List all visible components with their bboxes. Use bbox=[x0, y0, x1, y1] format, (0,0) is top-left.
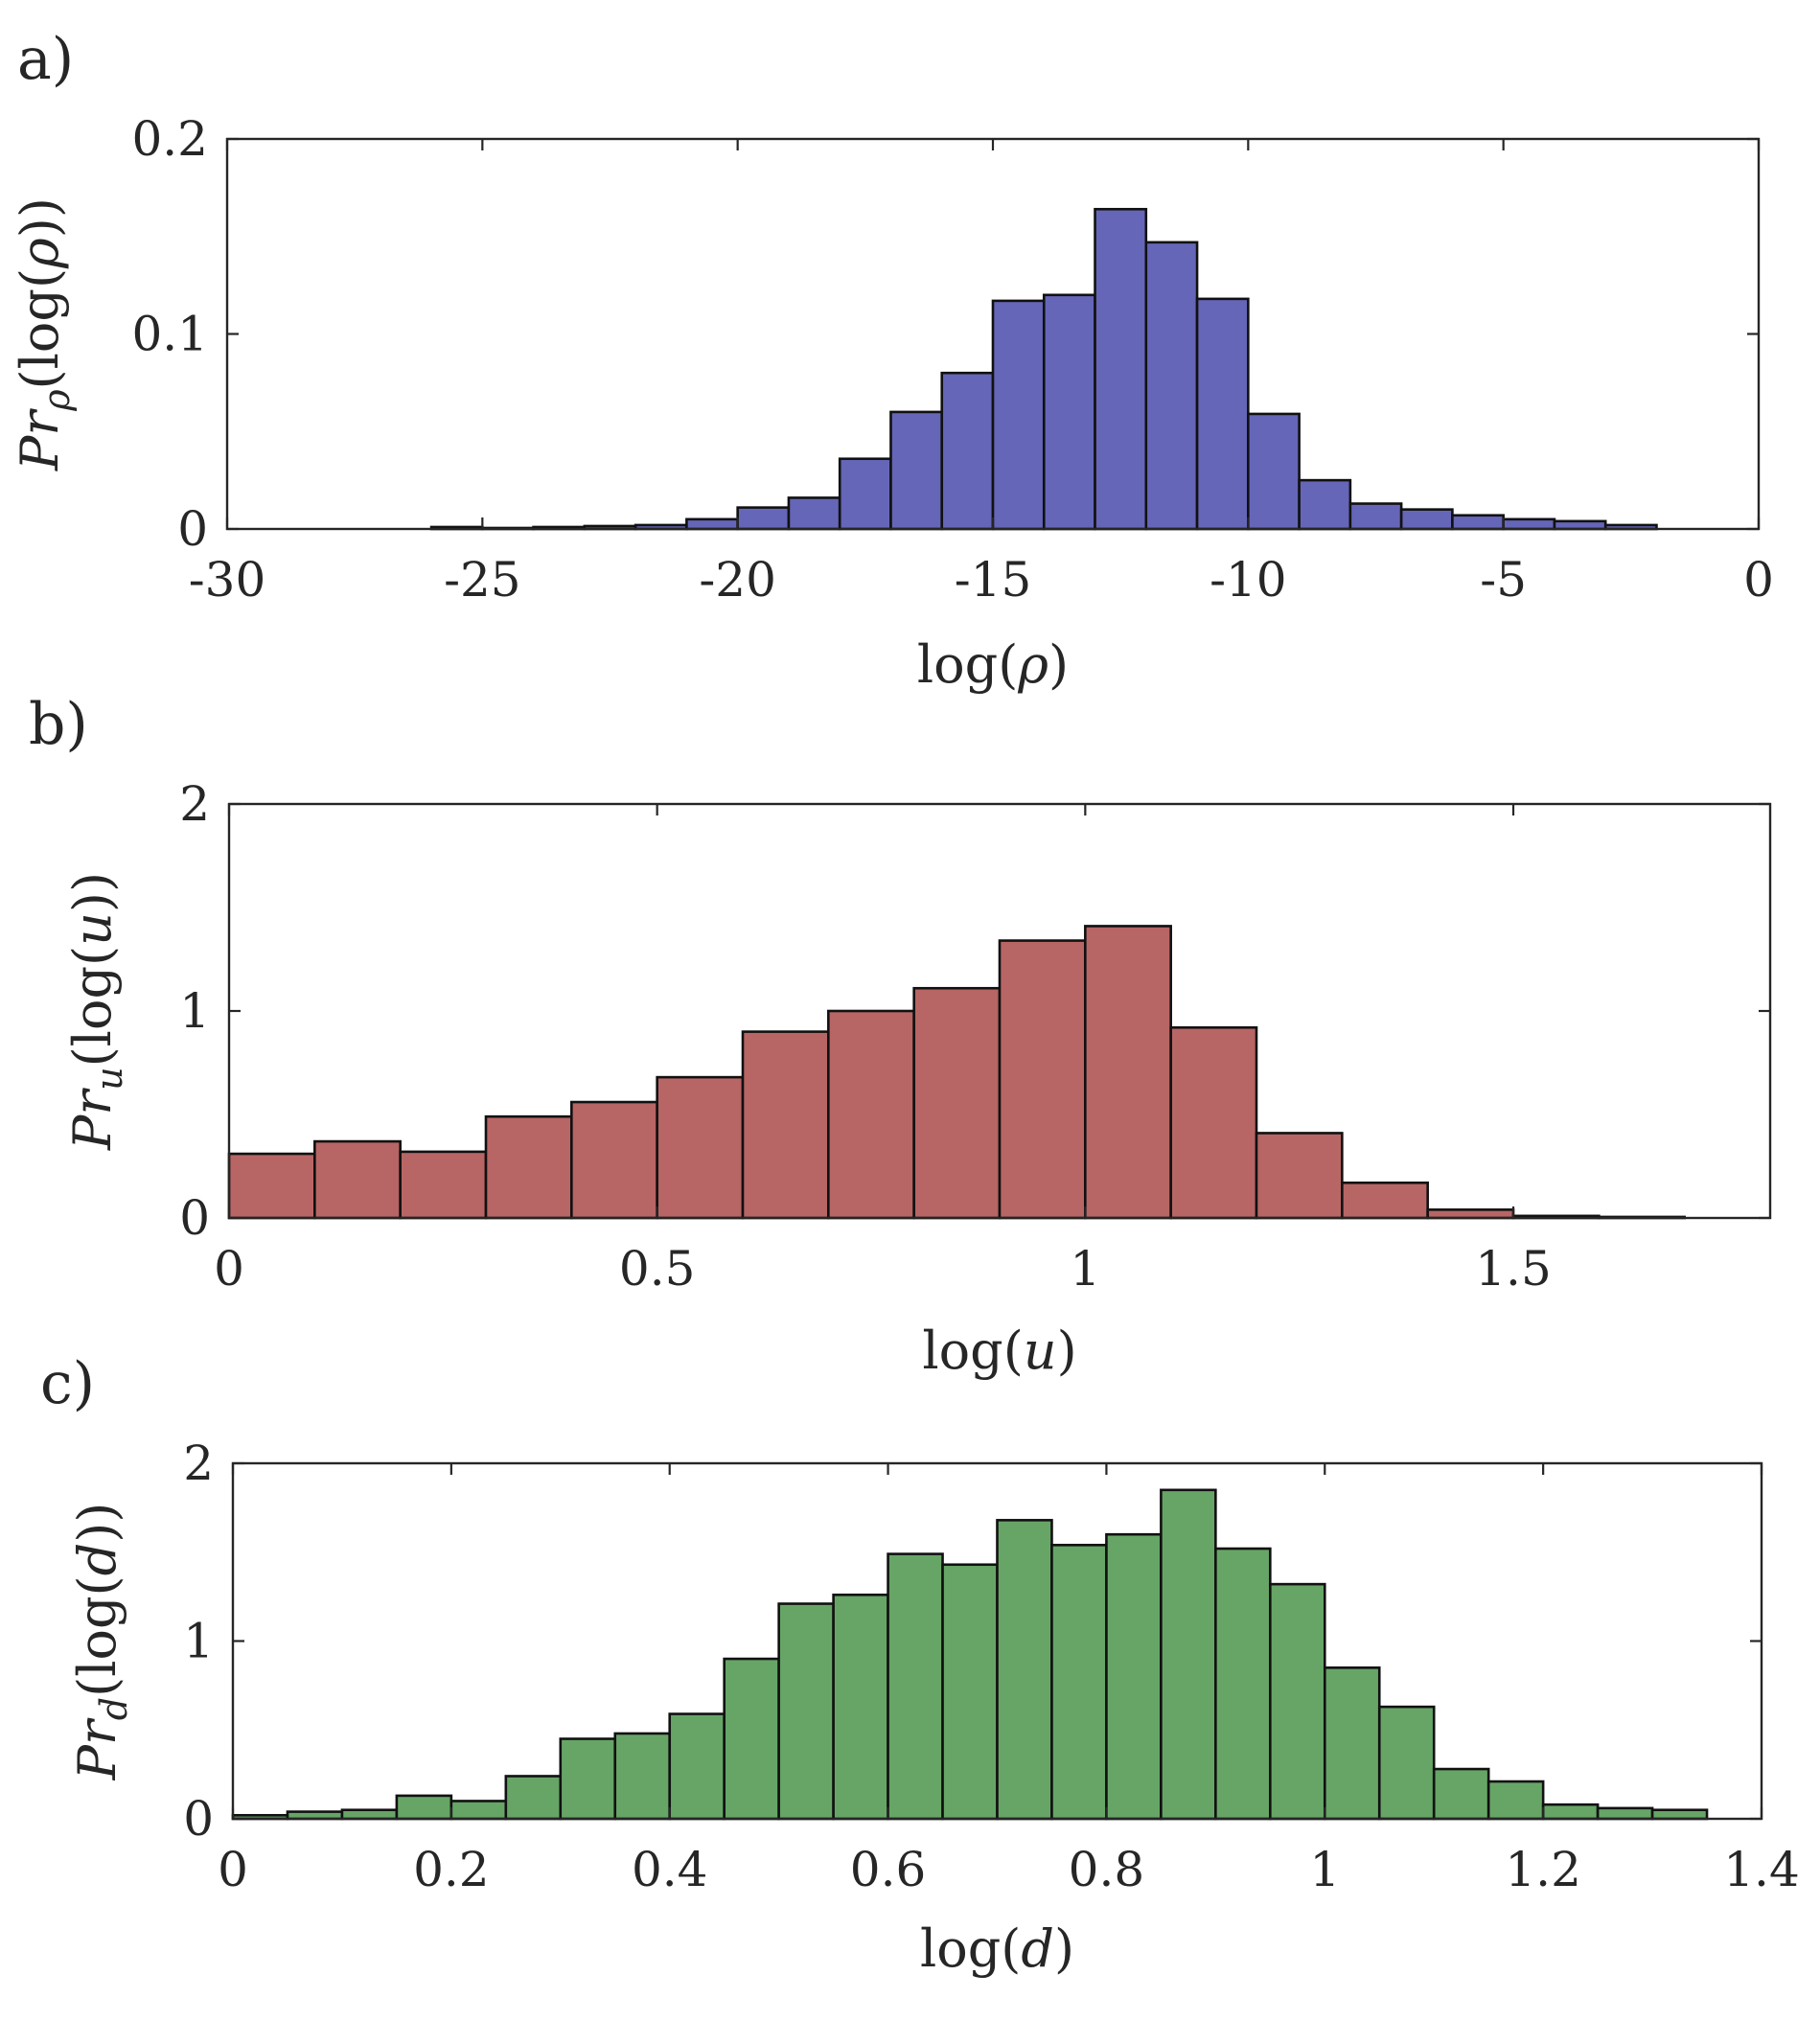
histogram-bar bbox=[1341, 1181, 1429, 1220]
x-tick-label: 0.2 bbox=[413, 1842, 490, 1897]
histogram-bar bbox=[940, 371, 995, 531]
histogram-bar bbox=[1348, 502, 1403, 531]
histogram-bar bbox=[484, 1114, 573, 1220]
histogram-bar bbox=[1399, 508, 1454, 531]
histogram-bar bbox=[777, 1602, 835, 1821]
x-tick-label: 1.2 bbox=[1505, 1842, 1581, 1897]
histogram-bar bbox=[1214, 1547, 1272, 1821]
x-tick-label: 1 bbox=[1070, 1241, 1100, 1297]
histogram-bar bbox=[889, 410, 944, 531]
x-tick-label: 0.5 bbox=[619, 1241, 696, 1297]
y-tick-label: 0.1 bbox=[131, 307, 208, 362]
x-tick-label: 0 bbox=[218, 1842, 248, 1897]
histogram-bar bbox=[1650, 1808, 1709, 1821]
histogram-bar bbox=[340, 1808, 399, 1821]
x-tick-label: -15 bbox=[955, 552, 1032, 608]
x-axis-label: log(ρ) bbox=[917, 634, 1069, 695]
panel-label: c) bbox=[40, 1350, 95, 1417]
y-tick-label: 0 bbox=[177, 501, 208, 557]
histogram-bar bbox=[887, 1552, 944, 1821]
x-tick-label: 0 bbox=[214, 1241, 244, 1297]
histogram-bar bbox=[827, 1009, 915, 1220]
y-tick-label: 0.2 bbox=[131, 111, 208, 167]
histogram-bar bbox=[1050, 1544, 1108, 1821]
x-tick-label: 0 bbox=[1743, 552, 1774, 608]
histogram-bar bbox=[1596, 1806, 1654, 1821]
histogram-bar bbox=[227, 1152, 316, 1220]
panel-c: 0 0.2 0.4 0.6 0.8 1 1.2 1.4 0 1 2 log(d) Prd(log(d))… bbox=[40, 1350, 1800, 1979]
y-tick-label: 2 bbox=[183, 1435, 214, 1491]
histogram-bar bbox=[991, 299, 1046, 531]
histogram-bar bbox=[1160, 1488, 1217, 1821]
histogram-bar bbox=[1105, 1532, 1163, 1821]
histogram-bar bbox=[1269, 1582, 1326, 1821]
x-tick-label: 0.8 bbox=[1069, 1842, 1145, 1897]
y-tick-label: 0 bbox=[179, 1190, 210, 1246]
histogram-bar bbox=[613, 1732, 672, 1821]
x-tick-label: 1 bbox=[1309, 1842, 1340, 1897]
histogram-bar bbox=[1144, 241, 1199, 531]
histogram-bar bbox=[1486, 1780, 1545, 1821]
histogram-bar bbox=[559, 1737, 617, 1821]
x-axis-label: log(u) bbox=[922, 1321, 1076, 1381]
histogram-bar bbox=[656, 1075, 745, 1220]
histogram-bar bbox=[723, 1657, 780, 1821]
histogram-bar bbox=[1042, 293, 1096, 531]
y-axis-label: Prρ(log(ρ)) bbox=[10, 197, 78, 471]
x-tick-label: -10 bbox=[1209, 552, 1287, 608]
y-axis-label: Pru(log(u)) bbox=[62, 872, 130, 1151]
x-tick-label: -5 bbox=[1480, 552, 1527, 608]
histogram-bar bbox=[1298, 478, 1352, 531]
y-tick-label: 2 bbox=[179, 776, 210, 832]
y-tick-label: 1 bbox=[179, 983, 210, 1039]
histogram-bar bbox=[1247, 412, 1301, 531]
panel-a: -30 -25 -20 -15 -10 -5 0 0 0.1 0.2 log(ρ) Prρ(log(ρ… bbox=[10, 26, 1774, 695]
histogram-bar bbox=[1553, 519, 1607, 531]
histogram-bar bbox=[996, 1519, 1053, 1821]
histogram-bar bbox=[741, 1030, 830, 1220]
histogram-bar bbox=[736, 506, 791, 531]
histogram-bar bbox=[1169, 1025, 1258, 1220]
histogram-bar bbox=[449, 1800, 508, 1821]
histogram-bar bbox=[1195, 297, 1250, 531]
histogram-bar bbox=[912, 986, 1002, 1220]
histogram-bar bbox=[1541, 1803, 1600, 1821]
histogram-bar bbox=[504, 1775, 563, 1821]
x-tick-label: 0.6 bbox=[850, 1842, 927, 1897]
histogram-bar bbox=[787, 496, 841, 531]
y-tick-label: 0 bbox=[183, 1791, 214, 1847]
x-axis-label: log(d) bbox=[920, 1918, 1074, 1979]
panel-label: a) bbox=[17, 26, 74, 93]
x-tick-label: -25 bbox=[444, 552, 521, 608]
histogram-bar bbox=[1377, 1705, 1436, 1821]
y-tick-label: 1 bbox=[183, 1614, 214, 1669]
histogram-bar bbox=[941, 1563, 999, 1821]
histogram-bar bbox=[1255, 1132, 1344, 1220]
histogram-bar bbox=[838, 457, 892, 531]
x-tick-label: -30 bbox=[189, 552, 266, 608]
histogram-bar bbox=[1426, 1208, 1515, 1220]
panel-b: 0 0.5 1 1.5 0 1 2 log(u) Pru(log(u)) b) bbox=[29, 691, 1772, 1381]
histogram-bar bbox=[832, 1593, 889, 1821]
x-tick-label: -20 bbox=[699, 552, 776, 608]
histogram-bar bbox=[685, 517, 739, 531]
x-tick-label: 0.4 bbox=[632, 1842, 708, 1897]
y-axis-label: Prd(log(d)) bbox=[67, 1503, 135, 1781]
histogram-bar bbox=[570, 1100, 658, 1220]
histogram-bar bbox=[1323, 1666, 1381, 1821]
histogram-bar bbox=[399, 1150, 488, 1220]
x-tick-label: 1.4 bbox=[1723, 1842, 1800, 1897]
histogram-bar bbox=[1432, 1767, 1490, 1821]
histogram-bar bbox=[1084, 925, 1172, 1220]
histogram-bar bbox=[313, 1139, 402, 1220]
histogram-bar bbox=[1451, 514, 1505, 531]
histogram-bar bbox=[1502, 517, 1556, 531]
x-tick-label: 1.5 bbox=[1475, 1241, 1552, 1297]
panel-label: b) bbox=[29, 691, 88, 758]
histogram-bar bbox=[395, 1794, 453, 1821]
histogram-bar bbox=[998, 939, 1087, 1220]
histogram-bar bbox=[1094, 207, 1148, 531]
histogram-bar bbox=[668, 1712, 726, 1821]
